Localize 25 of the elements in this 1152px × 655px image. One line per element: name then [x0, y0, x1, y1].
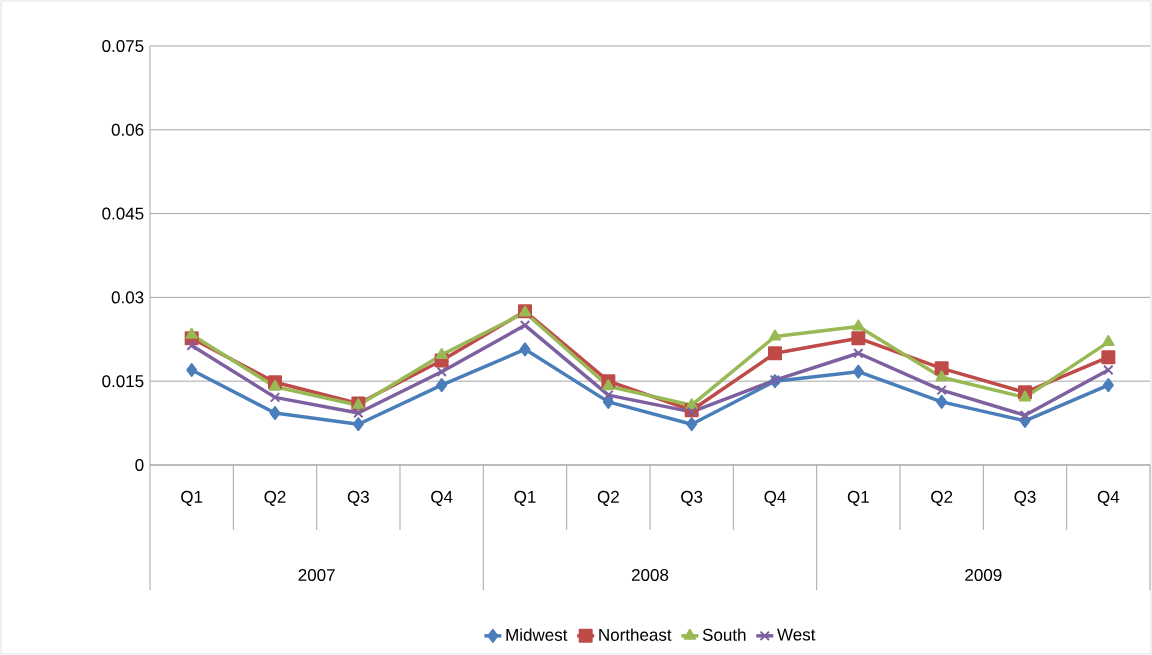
x-tick-label: Q2	[264, 490, 286, 506]
x-tick-label: Q3	[1014, 490, 1036, 506]
x-tick-label: Q2	[597, 490, 619, 506]
x-tick-label: Q4	[431, 490, 453, 506]
x-tick-label: Q2	[931, 490, 953, 506]
x-tick-label: Q1	[514, 490, 536, 506]
y-tick-label: 0	[135, 458, 144, 472]
y-tick-label: 0.015	[102, 375, 144, 388]
x-tick-label: Q4	[764, 490, 786, 506]
y-tick-label: 0.075	[102, 39, 144, 53]
text: 2009	[965, 568, 1002, 582]
text: 2008	[631, 568, 669, 582]
legend-label: Northeast	[599, 628, 672, 641]
x-tick-label: Q1	[181, 490, 203, 506]
x-tick-label: Q3	[681, 490, 703, 506]
y-tick-label: 0.03	[111, 291, 144, 304]
text: 2007	[298, 568, 335, 582]
y-tick-label: 0.06	[111, 123, 144, 136]
legend-label: Midwest	[506, 628, 568, 641]
x-tick-label: Q1	[847, 490, 869, 506]
y-tick-label: 0.045	[102, 207, 144, 220]
legend-label: South	[702, 628, 746, 641]
x-tick-label: Q3	[347, 490, 369, 506]
x-tick-label: Q4	[1097, 490, 1120, 506]
legend-label: West	[777, 628, 816, 641]
